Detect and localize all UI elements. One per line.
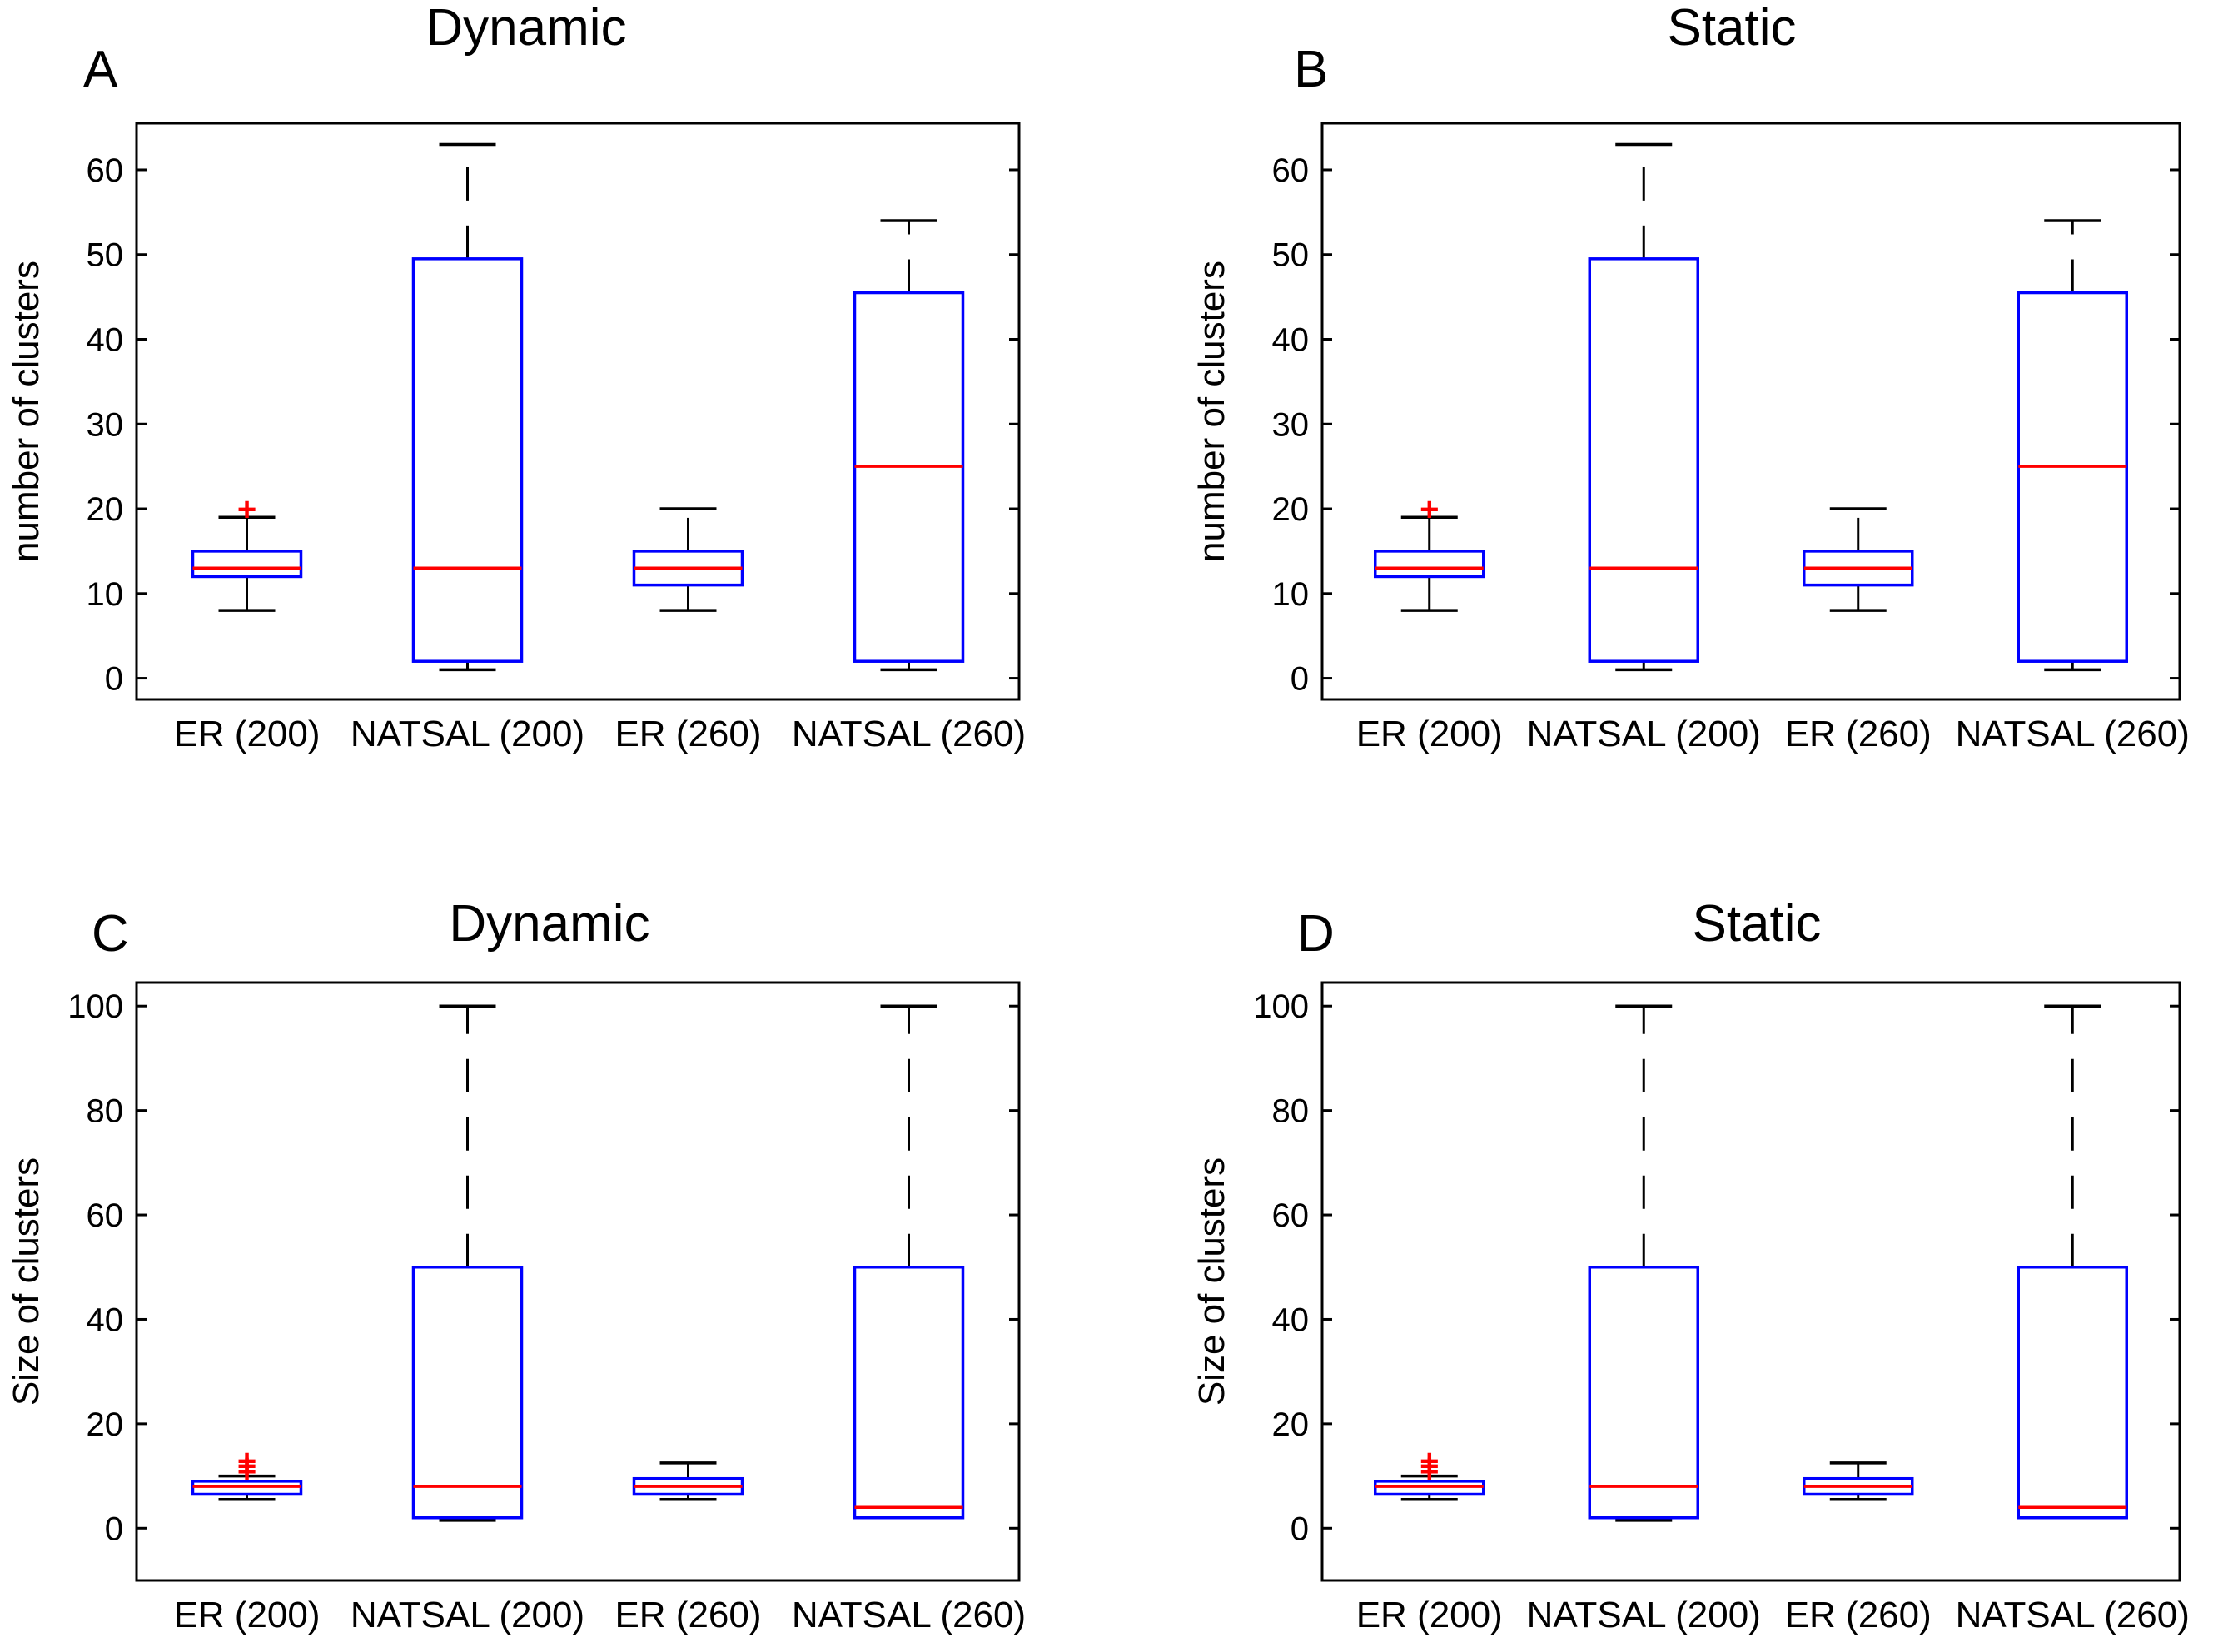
y-tick-label: 60 — [87, 152, 124, 189]
plot-frame — [135, 981, 1021, 1582]
boxplot-3 — [2017, 1004, 2128, 1520]
category-label: NATSAL (200) — [1527, 714, 1761, 754]
y-tick-label: 60 — [1272, 152, 1310, 189]
panel-title: Static — [1692, 895, 1821, 953]
panel-letter: B — [1294, 41, 1328, 98]
y-tick-label: 40 — [1272, 1301, 1310, 1338]
boxplot-2 — [1803, 507, 1914, 612]
category-label: NATSAL (260) — [792, 1595, 1026, 1635]
boxplot-0: +++ — [1374, 1443, 1485, 1501]
y-tick-label: 20 — [87, 491, 124, 528]
y-tick-label: 0 — [1291, 661, 1309, 698]
category-label: NATSAL (200) — [1527, 1595, 1761, 1635]
y-tick-label: 100 — [67, 988, 123, 1025]
y-axis-label: number of clusters — [6, 261, 47, 562]
iqr-box — [853, 1266, 965, 1520]
category-label: NATSAL (260) — [1956, 714, 2190, 754]
y-tick-label: 80 — [1272, 1093, 1310, 1130]
y-tick-label: 40 — [87, 322, 124, 359]
category-label: ER (200) — [173, 1595, 320, 1635]
y-tick-label: 20 — [1272, 491, 1310, 528]
boxplot-3 — [2017, 219, 2128, 672]
y-tick-label: 100 — [1253, 988, 1309, 1025]
category-label: NATSAL (200) — [351, 1595, 584, 1635]
y-tick-label: 30 — [87, 406, 124, 443]
plot-frame — [135, 122, 1021, 701]
panel-title: Dynamic — [449, 895, 649, 953]
iqr-box — [1588, 257, 1699, 663]
y-tick-label: 0 — [105, 661, 123, 698]
category-label: ER (200) — [1356, 1595, 1503, 1635]
y-tick-label: 30 — [1272, 406, 1310, 443]
outlier-marker: + — [1420, 1453, 1439, 1490]
boxplot-1 — [1588, 1004, 1699, 1522]
boxplot-2 — [1803, 1461, 1914, 1501]
boxplot-0: + — [191, 491, 303, 612]
category-label: NATSAL (200) — [351, 714, 584, 754]
outlier-marker: + — [237, 1448, 256, 1485]
category-label: ER (260) — [614, 714, 761, 754]
y-tick-label: 0 — [105, 1510, 123, 1547]
iqr-box — [1588, 1266, 1699, 1520]
y-tick-label: 80 — [87, 1093, 124, 1130]
outlier-marker: + — [237, 491, 256, 528]
iqr-box — [853, 291, 965, 663]
y-tick-label: 40 — [87, 1301, 124, 1338]
y-tick-label: 0 — [1291, 1510, 1309, 1547]
panel-title: Dynamic — [425, 0, 626, 57]
outlier-marker: + — [1420, 491, 1439, 528]
y-tick-label: 60 — [1272, 1197, 1310, 1234]
category-label: ER (260) — [1785, 714, 1932, 754]
y-tick-label: 10 — [1272, 576, 1310, 613]
outlier-marker: + — [1420, 1443, 1439, 1480]
outlier-marker: + — [237, 1443, 256, 1480]
iqr-box — [2017, 1266, 2128, 1520]
boxplot-3 — [853, 219, 965, 672]
panel-title: Static — [1667, 0, 1796, 57]
y-axis-label: number of clusters — [1191, 261, 1232, 562]
boxplot-0: + — [1374, 491, 1485, 612]
category-label: ER (200) — [173, 714, 320, 754]
y-tick-label: 20 — [87, 1406, 124, 1443]
y-tick-label: 50 — [1272, 237, 1310, 274]
panel-letter: D — [1297, 905, 1335, 963]
boxplot-0: +++ — [191, 1443, 303, 1501]
y-tick-label: 60 — [87, 1197, 124, 1234]
iqr-box — [411, 1266, 524, 1520]
outlier-marker: + — [1420, 1448, 1439, 1485]
panel-c: C Dynamic 0 20 40 60 80 100 Size of clusters +++ E… — [6, 895, 1026, 1635]
y-axis-label: Size of clusters — [6, 1157, 47, 1406]
boxplot-1 — [411, 142, 524, 672]
panel-b: B Static 0 10 20 30 40 50 60 number of clusters + E… — [1191, 0, 2190, 754]
plot-frame — [1320, 981, 2181, 1582]
boxplot-1 — [411, 1004, 524, 1522]
y-tick-label: 40 — [1272, 322, 1310, 359]
category-label: NATSAL (260) — [792, 714, 1026, 754]
panel-d: D Static 0 20 40 60 80 100 Size of clusters +++ ER… — [1191, 895, 2190, 1635]
panel-letter: C — [92, 905, 129, 963]
category-label: ER (260) — [1785, 1595, 1932, 1635]
panel-a: A Dynamic 0 10 20 30 40 50 60 number of clusters +… — [6, 0, 1026, 754]
boxplot-1 — [1588, 142, 1699, 672]
boxplot-2 — [632, 507, 744, 612]
y-tick-label: 20 — [1272, 1406, 1310, 1443]
category-label: ER (260) — [614, 1595, 761, 1635]
plot-frame — [1320, 122, 2181, 701]
iqr-box — [1374, 550, 1485, 579]
boxplot-3 — [853, 1004, 965, 1520]
y-tick-label: 50 — [87, 237, 124, 274]
category-label: ER (200) — [1356, 714, 1503, 754]
iqr-box — [191, 550, 303, 579]
panel-letter: A — [83, 41, 118, 98]
boxplot-2 — [632, 1461, 744, 1501]
iqr-box — [411, 257, 524, 663]
y-axis-label: Size of clusters — [1191, 1157, 1232, 1406]
outlier-marker: + — [237, 1453, 256, 1490]
iqr-box — [2017, 291, 2128, 663]
category-label: NATSAL (260) — [1956, 1595, 2190, 1635]
y-tick-label: 10 — [87, 576, 124, 613]
